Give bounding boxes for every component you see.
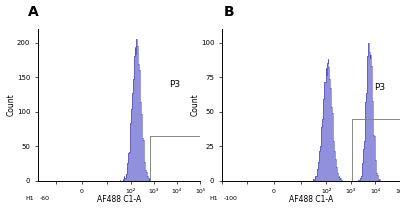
Y-axis label: Count: Count <box>6 94 16 116</box>
Text: P3: P3 <box>169 80 180 89</box>
Text: -100: -100 <box>224 196 238 201</box>
Text: H1: H1 <box>25 196 34 201</box>
Text: B: B <box>224 5 235 19</box>
Text: A: A <box>28 5 39 19</box>
Text: -60: -60 <box>40 196 50 201</box>
Y-axis label: Count: Count <box>190 94 200 116</box>
X-axis label: AF488 C1-A: AF488 C1-A <box>97 195 141 204</box>
Text: H1: H1 <box>209 196 218 201</box>
Text: P3: P3 <box>374 83 385 92</box>
X-axis label: AF488 C1-A: AF488 C1-A <box>289 195 333 204</box>
